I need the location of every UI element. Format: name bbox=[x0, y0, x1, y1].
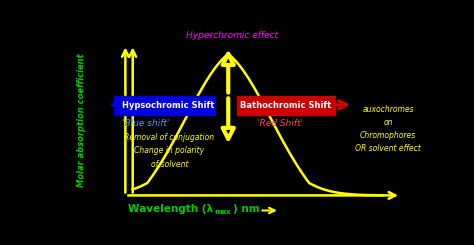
Text: Hyperchromic effect: Hyperchromic effect bbox=[186, 31, 278, 40]
Text: 'Red Shift': 'Red Shift' bbox=[256, 119, 303, 128]
Text: ) nm: ) nm bbox=[233, 204, 260, 214]
Text: max: max bbox=[214, 209, 231, 215]
Text: Hypsochromic Shift: Hypsochromic Shift bbox=[122, 101, 215, 110]
FancyBboxPatch shape bbox=[237, 96, 335, 115]
Text: Bathochromic Shift: Bathochromic Shift bbox=[240, 101, 332, 110]
Text: Molar absorption coefficient: Molar absorption coefficient bbox=[77, 53, 86, 187]
Text: 'Blue shift': 'Blue shift' bbox=[122, 119, 169, 128]
Text: Removal of conjugation
Change in polarity
of solvent: Removal of conjugation Change in polarit… bbox=[124, 133, 215, 169]
Text: auxochromes
on
Chromophores
OR solvent effect: auxochromes on Chromophores OR solvent e… bbox=[355, 105, 421, 153]
FancyBboxPatch shape bbox=[114, 96, 215, 115]
Text: Wavelength (λ: Wavelength (λ bbox=[128, 204, 213, 214]
